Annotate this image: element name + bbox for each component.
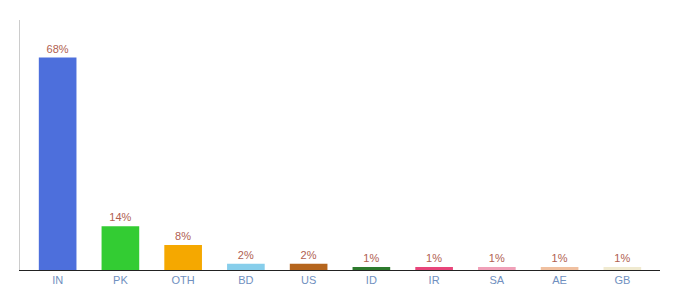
svg-text:1%: 1% — [614, 252, 630, 264]
svg-text:1%: 1% — [363, 252, 379, 264]
svg-text:8%: 8% — [175, 230, 191, 242]
svg-text:14%: 14% — [109, 211, 131, 223]
svg-text:US: US — [301, 274, 316, 286]
svg-text:AE: AE — [552, 274, 567, 286]
svg-text:PK: PK — [113, 274, 128, 286]
svg-text:IN: IN — [52, 274, 63, 286]
svg-text:IR: IR — [429, 274, 440, 286]
svg-text:1%: 1% — [552, 252, 568, 264]
svg-text:2%: 2% — [238, 249, 254, 261]
svg-text:GB: GB — [614, 274, 630, 286]
svg-text:1%: 1% — [489, 252, 505, 264]
svg-text:SA: SA — [490, 274, 505, 286]
svg-text:1%: 1% — [426, 252, 442, 264]
svg-text:68%: 68% — [47, 43, 69, 55]
svg-text:BD: BD — [238, 274, 253, 286]
svg-text:ID: ID — [366, 274, 377, 286]
svg-text:2%: 2% — [301, 249, 317, 261]
svg-text:OTH: OTH — [172, 274, 195, 286]
